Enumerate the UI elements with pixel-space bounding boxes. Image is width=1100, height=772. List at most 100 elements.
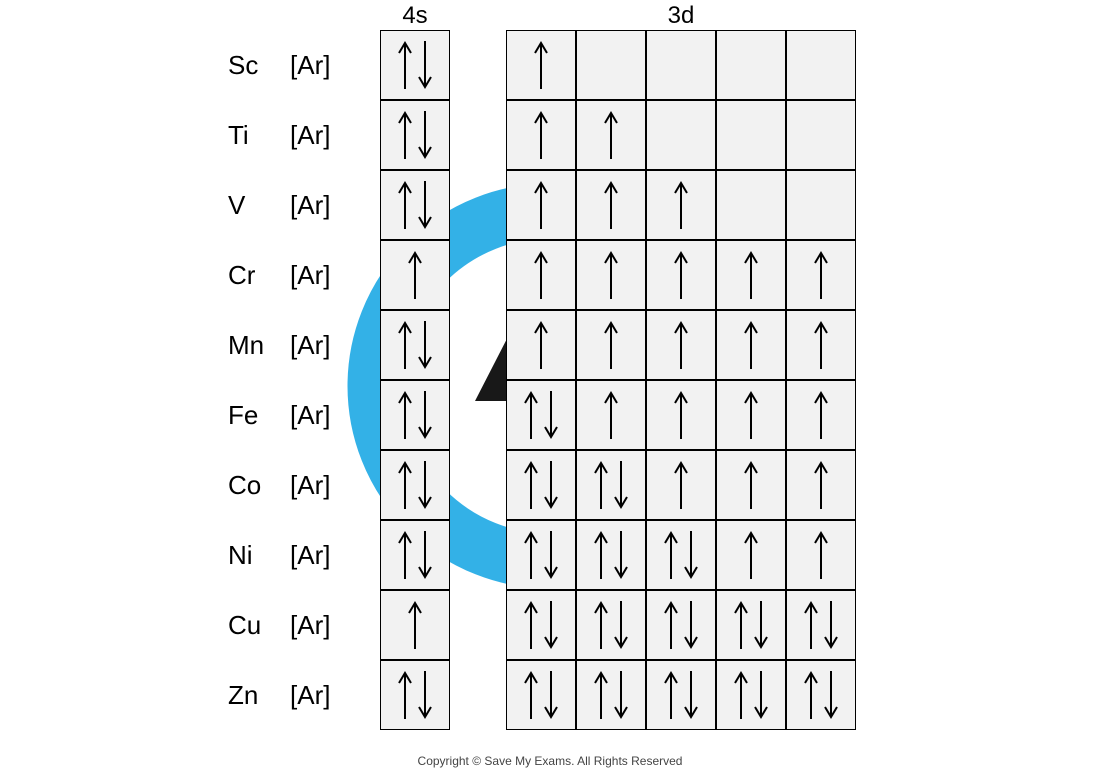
spin-up-icon bbox=[522, 669, 540, 721]
orbital-3d-cell bbox=[716, 450, 786, 520]
orbital-3d-cell bbox=[646, 520, 716, 590]
header-4s: 4s bbox=[380, 2, 450, 30]
orbital-3d-cell bbox=[646, 240, 716, 310]
spin-up-icon bbox=[396, 319, 414, 371]
core-config: [Ar] bbox=[290, 50, 380, 81]
orbital-3d-cell bbox=[646, 30, 716, 100]
element-row: Ni[Ar] bbox=[0, 520, 1100, 590]
spin-up-icon bbox=[592, 669, 610, 721]
spin-down-icon bbox=[612, 669, 630, 721]
orbital-3d-cell bbox=[506, 240, 576, 310]
spin-up-icon bbox=[662, 599, 680, 651]
orbital-3d-cell bbox=[506, 170, 576, 240]
element-row: V[Ar] bbox=[0, 170, 1100, 240]
orbital-3d-cell bbox=[716, 170, 786, 240]
core-config: [Ar] bbox=[290, 470, 380, 501]
spin-up-icon bbox=[742, 389, 760, 441]
spin-up-icon bbox=[802, 599, 820, 651]
orbital-4s-cell bbox=[380, 310, 450, 380]
spin-up-icon bbox=[602, 179, 620, 231]
orbital-3d-cell bbox=[646, 170, 716, 240]
spin-down-icon bbox=[612, 529, 630, 581]
spin-down-icon bbox=[542, 389, 560, 441]
orbital-3d-cell bbox=[646, 100, 716, 170]
spin-up-icon bbox=[812, 249, 830, 301]
spin-down-icon bbox=[612, 599, 630, 651]
orbital-3d-cell bbox=[576, 590, 646, 660]
element-row: Zn[Ar] bbox=[0, 660, 1100, 730]
spin-down-icon bbox=[542, 669, 560, 721]
spin-down-icon bbox=[682, 599, 700, 651]
orbital-4s-cell bbox=[380, 100, 450, 170]
core-config: [Ar] bbox=[290, 610, 380, 641]
orbital-4s-cell bbox=[380, 240, 450, 310]
spin-up-icon bbox=[532, 109, 550, 161]
orbital-3d-cell bbox=[506, 520, 576, 590]
spin-up-icon bbox=[742, 249, 760, 301]
spin-up-icon bbox=[672, 179, 690, 231]
spin-up-icon bbox=[602, 109, 620, 161]
orbital-3d-cell bbox=[646, 590, 716, 660]
spin-up-icon bbox=[396, 179, 414, 231]
element-row: Cu[Ar] bbox=[0, 590, 1100, 660]
element-symbol: Cu bbox=[220, 610, 290, 641]
element-row: Co[Ar] bbox=[0, 450, 1100, 520]
spin-up-icon bbox=[522, 459, 540, 511]
orbital-3d-cell bbox=[786, 380, 856, 450]
spin-up-icon bbox=[732, 669, 750, 721]
element-symbol: Co bbox=[220, 470, 290, 501]
spin-down-icon bbox=[416, 109, 434, 161]
orbital-3d-cell bbox=[716, 380, 786, 450]
orbital-3d-cell bbox=[576, 30, 646, 100]
spin-up-icon bbox=[396, 109, 414, 161]
orbital-4s-cell bbox=[380, 590, 450, 660]
orbital-3d-cell bbox=[786, 170, 856, 240]
spin-down-icon bbox=[682, 529, 700, 581]
spin-down-icon bbox=[416, 39, 434, 91]
spin-up-icon bbox=[742, 459, 760, 511]
orbital-4s-cell bbox=[380, 30, 450, 100]
spin-up-icon bbox=[532, 39, 550, 91]
orbital-4s-cell bbox=[380, 520, 450, 590]
spin-up-icon bbox=[662, 529, 680, 581]
orbital-3d-cell bbox=[646, 450, 716, 520]
element-rows: Sc[Ar]Ti[Ar]V[Ar]Cr[Ar]Mn[Ar]Fe[Ar]Co[Ar… bbox=[0, 30, 1100, 730]
spin-down-icon bbox=[822, 599, 840, 651]
orbital-3d-cell bbox=[506, 590, 576, 660]
orbital-3d-cell bbox=[786, 310, 856, 380]
orbital-3d-cell bbox=[786, 660, 856, 730]
orbital-3d-cell bbox=[786, 240, 856, 310]
spin-up-icon bbox=[602, 319, 620, 371]
orbital-3d-cell bbox=[786, 450, 856, 520]
spin-down-icon bbox=[612, 459, 630, 511]
core-config: [Ar] bbox=[290, 260, 380, 291]
spin-down-icon bbox=[542, 529, 560, 581]
spin-down-icon bbox=[682, 669, 700, 721]
orbital-3d-cell bbox=[716, 520, 786, 590]
orbital-4s-cell bbox=[380, 660, 450, 730]
spin-up-icon bbox=[672, 459, 690, 511]
copyright-text: Copyright © Save My Exams. All Rights Re… bbox=[0, 754, 1100, 768]
spin-down-icon bbox=[822, 669, 840, 721]
orbital-3d-cell bbox=[576, 170, 646, 240]
spin-up-icon bbox=[522, 389, 540, 441]
spin-up-icon bbox=[532, 249, 550, 301]
spin-down-icon bbox=[752, 599, 770, 651]
spin-up-icon bbox=[396, 459, 414, 511]
spin-up-icon bbox=[532, 179, 550, 231]
orbital-3d-cell bbox=[716, 660, 786, 730]
orbital-3d-cell bbox=[576, 380, 646, 450]
orbital-3d-cell bbox=[716, 100, 786, 170]
orbital-3d-cell bbox=[576, 240, 646, 310]
spin-up-icon bbox=[396, 389, 414, 441]
orbital-3d-cell bbox=[716, 310, 786, 380]
spin-up-icon bbox=[406, 599, 424, 651]
spin-down-icon bbox=[416, 179, 434, 231]
element-row: Ti[Ar] bbox=[0, 100, 1100, 170]
orbital-3d-cell bbox=[646, 310, 716, 380]
orbital-3d-cell bbox=[506, 310, 576, 380]
orbital-3d-cell bbox=[506, 450, 576, 520]
spin-up-icon bbox=[742, 529, 760, 581]
spin-up-icon bbox=[522, 599, 540, 651]
core-config: [Ar] bbox=[290, 120, 380, 151]
